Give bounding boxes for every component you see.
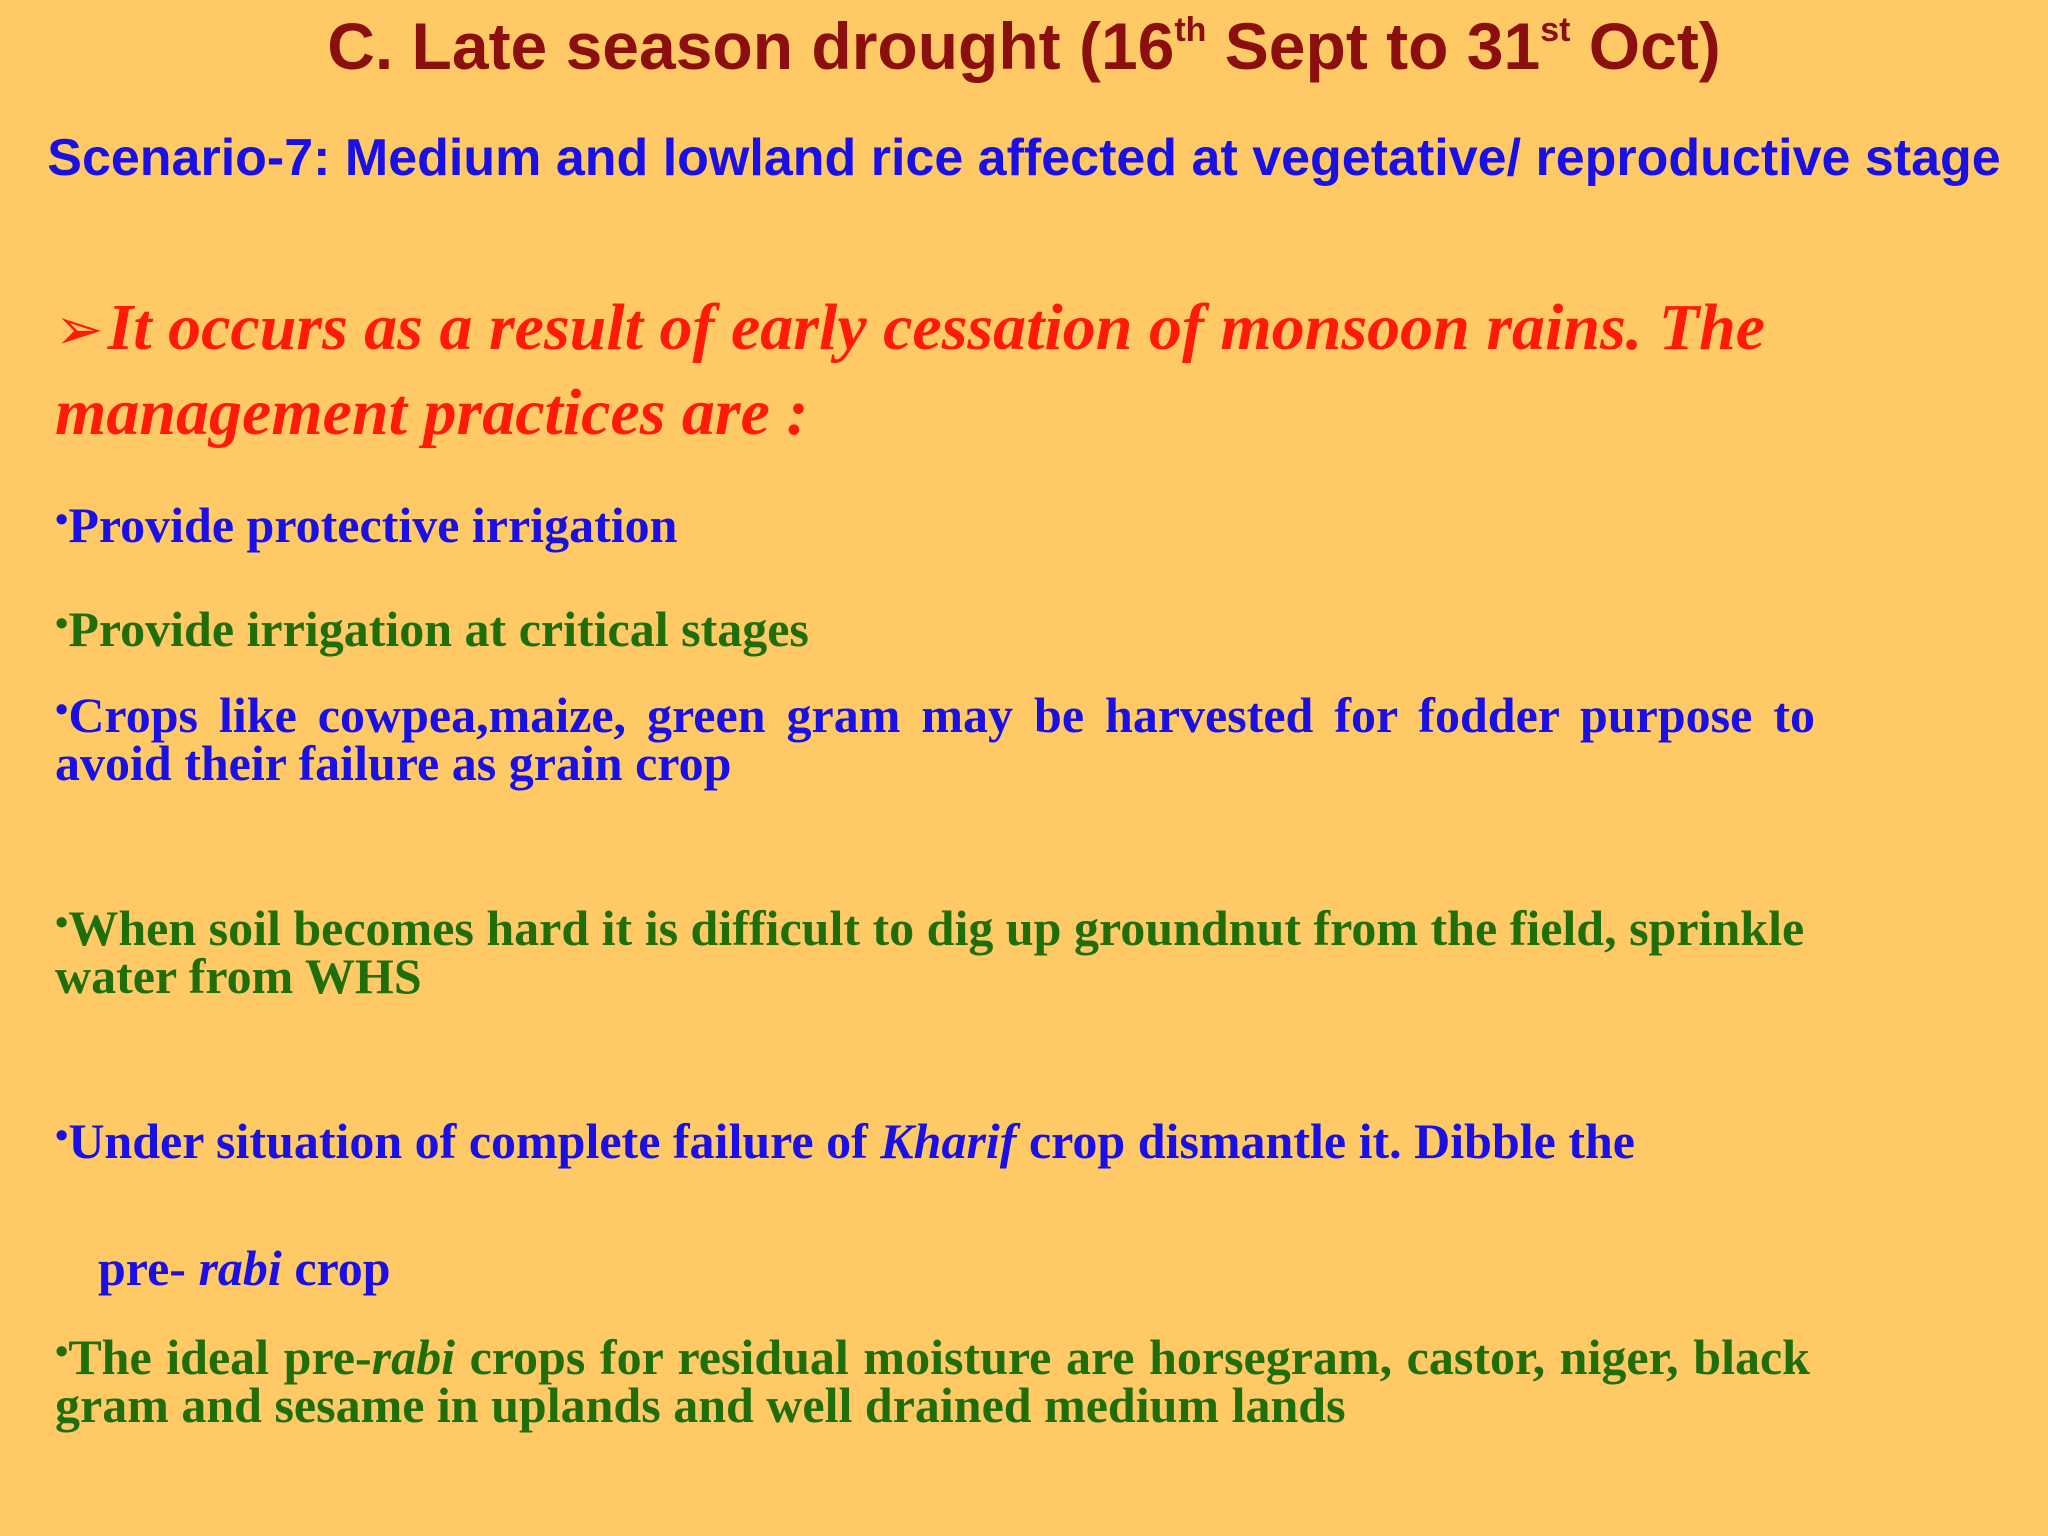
title-suffix: Oct): [1570, 9, 1721, 83]
bullet-dot: •: [55, 1115, 69, 1157]
kharif-term: Kharif: [880, 1113, 1017, 1169]
bullet-text-cont: crops for residual moisture are horsegra…: [55, 1329, 1810, 1433]
bullet-dot: •: [55, 499, 69, 541]
bullet-dot: •: [55, 1331, 69, 1373]
intro-text: It occurs as a result of early cessation…: [55, 291, 1766, 449]
bullet-dot: •: [55, 689, 69, 731]
arrow-bullet-icon: ➢: [55, 295, 104, 363]
bullet-kharif-failure-cont: pre- rabi crop: [98, 1243, 1978, 1293]
intro-statement: ➢It occurs as a result of early cessatio…: [55, 286, 1985, 455]
bullet-dot: •: [55, 902, 69, 944]
bullet-text-cont: crop: [281, 1240, 391, 1296]
title-sup-st: st: [1540, 11, 1571, 49]
bullet-text: Provide irrigation at critical stages: [68, 601, 809, 657]
rabi-term: rabi: [371, 1329, 455, 1385]
slide-title: C. Late season drought (16th Sept to 31s…: [0, 6, 2048, 86]
bullet-text: The ideal pre-: [68, 1329, 372, 1385]
bullet-text-cont: crop dismantle it. Dibble the: [1016, 1113, 1635, 1169]
bullet-kharif-failure: •Under situation of complete failure of …: [55, 1112, 1935, 1166]
rabi-term: rabi: [198, 1240, 282, 1296]
bullet-text: When soil becomes hard it is difficult t…: [55, 900, 1805, 1004]
bullet-text: Under situation of complete failure of: [68, 1113, 881, 1169]
bullet-text: Provide protective irrigation: [68, 497, 678, 553]
bullet-text: Crops like cowpea,maize, green gram may …: [55, 687, 1815, 791]
scenario-subtitle: Scenario-7: Medium and lowland rice affe…: [47, 129, 2001, 187]
bullet-fodder-crops: •Crops like cowpea,maize, green gram may…: [55, 686, 1815, 788]
title-prefix: C. Late season drought (16: [327, 9, 1175, 83]
bullet-text: pre-: [98, 1240, 199, 1296]
title-sup-th: th: [1174, 11, 1207, 49]
bullet-protective-irrigation: •Provide protective irrigation: [55, 496, 1935, 550]
title-middle: Sept to 31: [1206, 9, 1541, 83]
bullet-groundnut: •When soil becomes hard it is difficult …: [55, 899, 1935, 1001]
bullet-pre-rabi-crops: •The ideal pre-rabi crops for residual m…: [55, 1328, 1810, 1430]
bullet-dot: •: [55, 603, 69, 645]
bullet-critical-stages: •Provide irrigation at critical stages: [55, 600, 1935, 654]
